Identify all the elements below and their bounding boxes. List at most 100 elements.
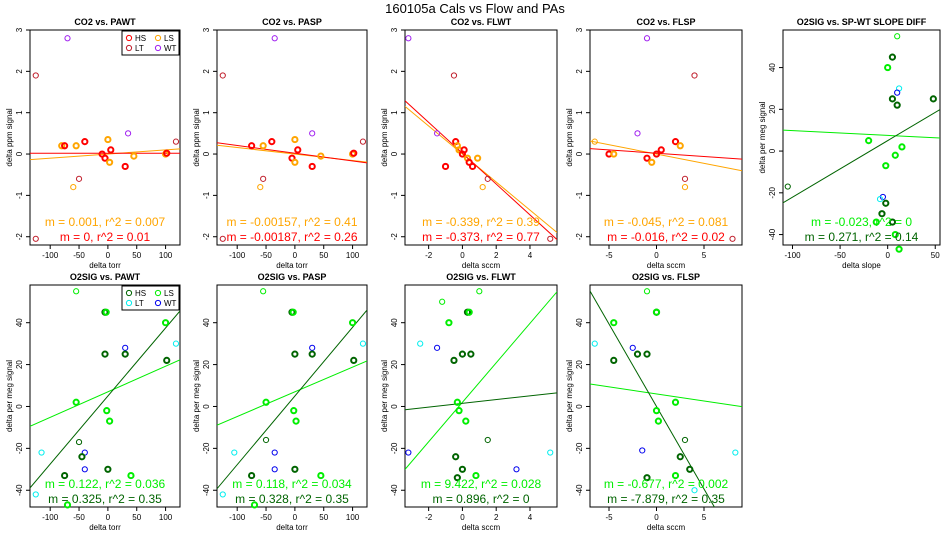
legend-label: WT: [164, 299, 177, 308]
data-point: [32, 491, 39, 498]
legend-label: WT: [164, 44, 177, 53]
legend-label: LT: [135, 299, 144, 308]
fit-lines: [590, 140, 742, 172]
data-point: [888, 53, 897, 61]
data-point: [262, 398, 270, 406]
data-point: [405, 35, 412, 42]
y-tick-label: 0: [575, 151, 584, 156]
data-point: [64, 35, 71, 42]
data-point: [452, 453, 460, 461]
data-point: [591, 138, 598, 145]
fit-line-1: [217, 360, 367, 426]
data-point: [102, 308, 110, 316]
data-point: [58, 142, 66, 150]
y-tick-label: 3: [202, 27, 211, 32]
y-tick-label: -40: [575, 484, 584, 496]
data-point: [290, 407, 298, 415]
legend-label: HS: [135, 289, 146, 298]
panel-title: CO2 vs. PAWT: [74, 17, 136, 27]
fit-label-1: m = -0.045, r^2 = 0.081: [604, 215, 729, 229]
data-point: [865, 137, 873, 145]
data-point: [63, 501, 72, 509]
data-point: [450, 356, 458, 364]
y-tick-label: 20: [390, 360, 399, 369]
panel-title: CO2 vs. FLWT: [451, 17, 512, 27]
plot-frame: [404, 29, 558, 246]
data-point: [453, 474, 461, 482]
y-tick-label: 0: [202, 151, 211, 156]
legend: HS LS LT WT: [121, 30, 180, 56]
y-axis-label: delta per meg signal: [380, 360, 389, 432]
x-tick-label: 5: [702, 513, 707, 522]
data-point: [271, 449, 278, 456]
plot-frame: [782, 29, 941, 246]
x-tick-label: 5: [702, 251, 707, 260]
data-point: [61, 142, 69, 150]
panel-title: CO2 vs. FLSP: [636, 17, 695, 27]
data-point: [61, 471, 69, 480]
fit-label-2: m = 0, r^2 = 0.01: [60, 230, 151, 244]
data-point: [610, 150, 618, 158]
data-point: [219, 491, 226, 498]
fit-line-2: [405, 392, 557, 411]
x-tick-label: 100: [159, 513, 173, 522]
legend-marker: [154, 44, 162, 52]
data-point: [103, 407, 111, 415]
x-tick-label: -50: [260, 251, 272, 260]
data-point: [231, 449, 238, 456]
y-tick-label: 0: [575, 404, 584, 409]
fit-lines: [405, 100, 557, 240]
y-tick-label: -2: [390, 233, 399, 241]
y-tick-label: 1: [390, 110, 399, 115]
legend-label: LT: [135, 44, 144, 53]
data-point: [163, 149, 171, 157]
data-point: [462, 417, 470, 425]
data-point: [127, 471, 135, 480]
data-point: [405, 449, 412, 456]
data-point: [130, 152, 138, 160]
data-point: [671, 398, 680, 406]
y-tick-label: 0: [202, 404, 211, 409]
data-point: [294, 146, 302, 154]
data-point: [643, 350, 651, 358]
data-point: [433, 130, 441, 137]
fit-line-1: [783, 129, 940, 139]
data-point: [657, 146, 665, 154]
y-tick-label: -40: [390, 484, 399, 496]
panel-p3: CO2 vs. FLWT -2 0 2 4 -2 -1 0 1 2 3 delta sccm delta…: [380, 17, 558, 270]
y-tick-label: 0: [15, 404, 24, 409]
data-point: [81, 138, 89, 146]
data-point: [309, 344, 316, 351]
data-point: [474, 154, 482, 162]
data-point: [898, 143, 906, 151]
y-tick-label: 1: [15, 110, 24, 115]
data-point: [291, 465, 299, 473]
data-point: [610, 356, 618, 364]
y-axis-label: delta ppm signal: [565, 108, 574, 166]
data-point: [547, 235, 554, 242]
y-tick-label: 40: [575, 318, 584, 327]
y-axis-label: delta ppm signal: [192, 108, 201, 166]
data-point: [458, 465, 467, 473]
data-point: [317, 471, 325, 480]
panel-title: O2SIG vs. FLWT: [446, 272, 516, 282]
legend-box: [121, 30, 180, 56]
data-point: [691, 72, 698, 79]
y-tick-label: 2: [390, 69, 399, 74]
data-point: [610, 319, 618, 327]
data-point: [32, 235, 39, 242]
panel-p2: CO2 vs. PASP -100 -50 0 50 100 -2 -1 0 1 2 3 delta t…: [192, 17, 368, 270]
figure-title: 160105a Cals vs Flow and PAs: [385, 1, 565, 16]
fit-label-2: m = 0.328, r^2 = 0.35: [235, 492, 349, 506]
panel-p9: O2SIG vs. FLSP -5 0 5 -40 -20 0 20 40 delta sccm d…: [565, 272, 743, 532]
data-point: [250, 501, 259, 509]
y-tick-label: -20: [390, 442, 399, 454]
data-point: [439, 298, 446, 305]
panel-p6: O2SIG vs. PAWT -100 -50 0 50 100 -40 -20 0 20 40 de…: [5, 272, 181, 532]
y-tick-label: 0: [390, 151, 399, 156]
data-point: [106, 158, 114, 166]
data-point: [465, 308, 473, 316]
data-point: [292, 417, 300, 425]
x-tick-label: 0: [460, 251, 465, 260]
y-tick-label: -1: [390, 191, 399, 199]
